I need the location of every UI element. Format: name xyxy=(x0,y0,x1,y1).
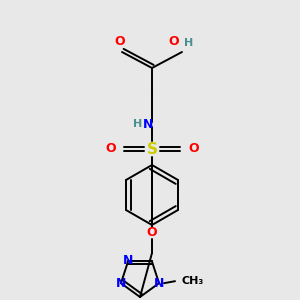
Text: O: O xyxy=(147,226,157,239)
Text: N: N xyxy=(143,118,153,130)
Text: N: N xyxy=(123,254,134,267)
Text: S: S xyxy=(146,142,158,157)
Text: O: O xyxy=(115,35,125,48)
Text: CH₃: CH₃ xyxy=(181,276,203,286)
Text: N: N xyxy=(154,277,164,290)
Text: N: N xyxy=(116,277,126,290)
Text: O: O xyxy=(105,142,116,155)
Text: H: H xyxy=(133,119,142,129)
Text: O: O xyxy=(188,142,199,155)
Text: O: O xyxy=(168,35,179,48)
Text: H: H xyxy=(184,38,193,48)
